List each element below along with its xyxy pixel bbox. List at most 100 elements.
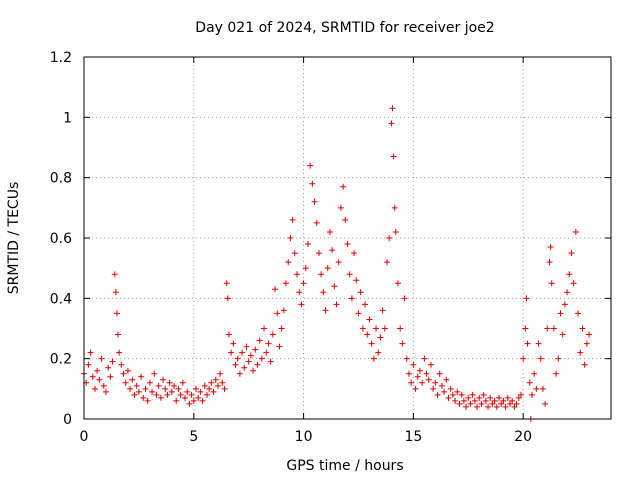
data-point xyxy=(98,355,105,362)
data-point xyxy=(348,295,355,302)
grid xyxy=(84,57,611,419)
axis-ticks xyxy=(83,56,611,420)
data-point xyxy=(520,355,527,362)
data-point xyxy=(320,289,327,296)
data-point xyxy=(467,400,474,407)
data-point xyxy=(302,265,309,272)
data-point xyxy=(157,394,164,401)
data-point xyxy=(272,286,279,293)
data-point xyxy=(528,391,535,398)
data-point xyxy=(149,388,156,395)
data-point xyxy=(463,403,470,410)
data-point xyxy=(171,382,178,389)
y-tick-label: 0.4 xyxy=(50,291,72,307)
x-tick-label: 20 xyxy=(514,429,532,445)
data-point xyxy=(434,391,441,398)
data-point xyxy=(144,397,151,404)
y-tick-labels: 0 0.2 0.4 0.6 0.8 1 1.2 xyxy=(50,50,72,428)
data-point xyxy=(261,325,268,332)
data-point xyxy=(364,331,371,338)
data-point xyxy=(515,394,522,401)
data-point xyxy=(140,394,147,401)
data-point xyxy=(476,394,483,401)
data-point xyxy=(553,370,560,377)
data-point xyxy=(228,349,235,356)
data-point xyxy=(210,388,217,395)
data-point xyxy=(197,388,204,395)
data-point xyxy=(177,391,184,398)
data-point xyxy=(370,355,377,362)
data-point xyxy=(291,250,298,257)
data-point xyxy=(469,391,476,398)
data-point xyxy=(224,295,231,302)
data-point xyxy=(315,250,322,257)
data-point xyxy=(208,379,215,386)
data-point xyxy=(539,385,546,392)
data-point xyxy=(133,382,140,389)
data-point xyxy=(342,216,349,223)
data-point xyxy=(131,391,138,398)
data-point xyxy=(384,259,391,266)
data-point xyxy=(489,400,496,407)
data-point xyxy=(390,153,397,160)
data-point xyxy=(449,391,456,398)
x-tick-label: 10 xyxy=(295,429,313,445)
data-point xyxy=(340,183,347,190)
data-point xyxy=(542,400,549,407)
data-point xyxy=(531,370,538,377)
data-point xyxy=(550,325,557,332)
data-point xyxy=(572,228,579,235)
data-point xyxy=(482,397,489,404)
data-point xyxy=(568,250,575,257)
data-point xyxy=(480,391,487,398)
data-point xyxy=(124,367,131,374)
data-point xyxy=(203,391,210,398)
data-point xyxy=(195,394,202,401)
data-point xyxy=(173,397,180,404)
data-point xyxy=(164,391,171,398)
data-point xyxy=(91,385,98,392)
data-point xyxy=(179,379,186,386)
data-point xyxy=(581,361,588,368)
data-point xyxy=(280,307,287,314)
data-point xyxy=(214,382,221,389)
data-point xyxy=(192,385,199,392)
x-tick-label: 0 xyxy=(80,429,89,445)
data-point xyxy=(566,271,573,278)
data-point xyxy=(359,325,366,332)
data-point xyxy=(94,367,101,374)
data-point xyxy=(425,376,432,383)
data-point xyxy=(487,394,494,401)
data-point xyxy=(389,105,396,112)
data-point xyxy=(115,331,122,338)
data-point xyxy=(485,403,492,410)
data-point xyxy=(586,331,593,338)
data-point xyxy=(234,355,241,362)
data-point xyxy=(230,340,237,347)
data-point xyxy=(322,307,329,314)
x-tick-label: 5 xyxy=(189,429,198,445)
data-point xyxy=(283,280,290,287)
data-point xyxy=(344,241,351,248)
data-point xyxy=(500,397,507,404)
data-point xyxy=(346,271,353,278)
data-point xyxy=(548,280,555,287)
data-point xyxy=(496,394,503,401)
data-point xyxy=(491,397,498,404)
data-point xyxy=(579,325,586,332)
data-point xyxy=(544,325,551,332)
data-point xyxy=(223,280,230,287)
data-point xyxy=(373,325,380,332)
data-point xyxy=(243,343,250,350)
data-point xyxy=(471,397,478,404)
data-point xyxy=(386,235,393,241)
data-point xyxy=(175,385,182,392)
chart-title: Day 021 of 2024, SRMTID for receiver joe… xyxy=(195,20,494,36)
data-point xyxy=(537,355,544,362)
data-point xyxy=(460,397,467,404)
data-point xyxy=(285,259,292,266)
data-point xyxy=(443,376,450,383)
data-point xyxy=(331,283,338,290)
data-point xyxy=(533,385,540,392)
data-point xyxy=(122,379,129,386)
